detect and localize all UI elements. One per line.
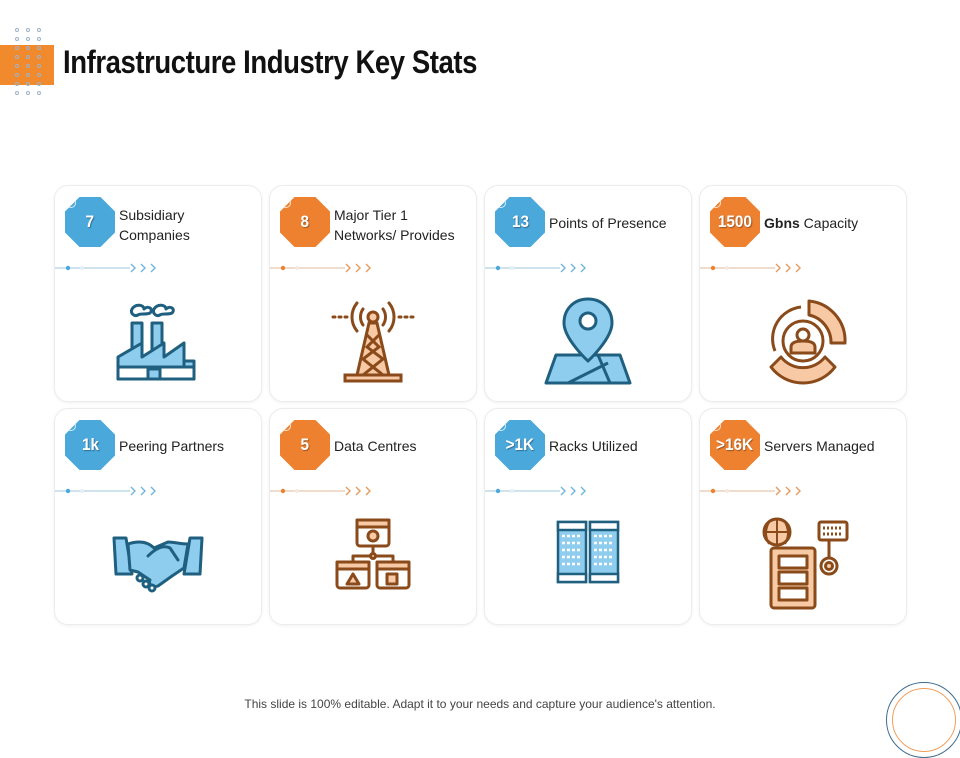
user-donut-chart-icon (769, 299, 847, 385)
decorative-dot-grid (15, 28, 42, 95)
badge-ring-icon (496, 421, 506, 431)
stat-value: 13 (511, 212, 529, 231)
badge-ring-icon (66, 198, 76, 208)
stat-value: >1K (505, 435, 535, 454)
hierarchy-windows-icon (335, 518, 411, 590)
stat-card-tier1-networks: 8 Major Tier 1 Networks/ Provides (269, 185, 477, 402)
stat-label: Points of Presence (549, 215, 667, 231)
badge-ring-icon (496, 198, 506, 208)
stat-card-subsidiary-companies: 7 Subsidiary Companies (54, 185, 262, 402)
stat-value: 7 (85, 212, 95, 231)
arrow-connector-icon (485, 486, 586, 496)
badge-ring-icon (711, 198, 721, 208)
arrow-connector-icon (270, 263, 371, 273)
badge-ring-icon (66, 421, 76, 431)
arrow-connector-icon (270, 486, 371, 496)
stat-value: 5 (300, 435, 310, 454)
badge-ring-icon (711, 421, 721, 431)
badge-ring-icon (281, 421, 291, 431)
arrow-connector-icon (700, 263, 801, 273)
stat-value: 1k (81, 435, 99, 454)
stat-label: Data Centres (334, 438, 417, 454)
stat-label: Racks Utilized (549, 438, 638, 454)
stat-card-capacity: 1500 Gbns Capacity (699, 185, 907, 402)
page-title: Infrastructure Industry Key Stats (63, 44, 478, 80)
badge-ring-icon (281, 198, 291, 208)
stats-grid: 7 Subsidiary Companies 8 Major Tier 1 Netw… (54, 185, 907, 625)
arrow-connector-icon (485, 263, 586, 273)
corner-circle-decoration-inner (892, 688, 956, 752)
arrow-connector-icon (55, 486, 156, 496)
factory-icon (116, 303, 196, 381)
stat-label: Gbns Capacity (764, 215, 859, 231)
stat-label: Major Tier 1 Networks/ Provides (334, 207, 455, 243)
server-racks-icon (556, 520, 620, 584)
stat-card-servers-managed: >16K Servers Managed (699, 408, 907, 625)
signal-tower-icon (331, 301, 415, 383)
arrow-connector-icon (700, 486, 801, 496)
stat-value: 1500 (717, 212, 753, 231)
arrow-connector-icon (55, 263, 156, 273)
server-globe-gear-icon (762, 517, 849, 610)
stat-value: >16K (716, 435, 754, 454)
title-accent-bar (0, 45, 54, 85)
stat-value-badge: 1k (65, 420, 115, 470)
footer-note: This slide is 100% editable. Adapt it to… (244, 697, 716, 711)
handshake-icon (112, 536, 204, 593)
stat-card-racks-utilized: >1K Racks Utilized (484, 408, 692, 625)
stat-card-points-of-presence: 13 Points of Presence (484, 185, 692, 402)
stat-value: 8 (300, 212, 310, 231)
stat-label: Peering Partners (119, 438, 225, 454)
stat-label: Subsidiary Companies (119, 207, 190, 243)
stat-value-badge: 13 (495, 197, 545, 247)
stat-card-data-centres: 5 Data Centres (269, 408, 477, 625)
stat-card-peering-partners: 1k Peering Partners (54, 408, 262, 625)
map-pin-icon (544, 297, 632, 385)
stat-value-badge: >16K (710, 420, 760, 470)
stat-label: Servers Managed (764, 438, 875, 454)
